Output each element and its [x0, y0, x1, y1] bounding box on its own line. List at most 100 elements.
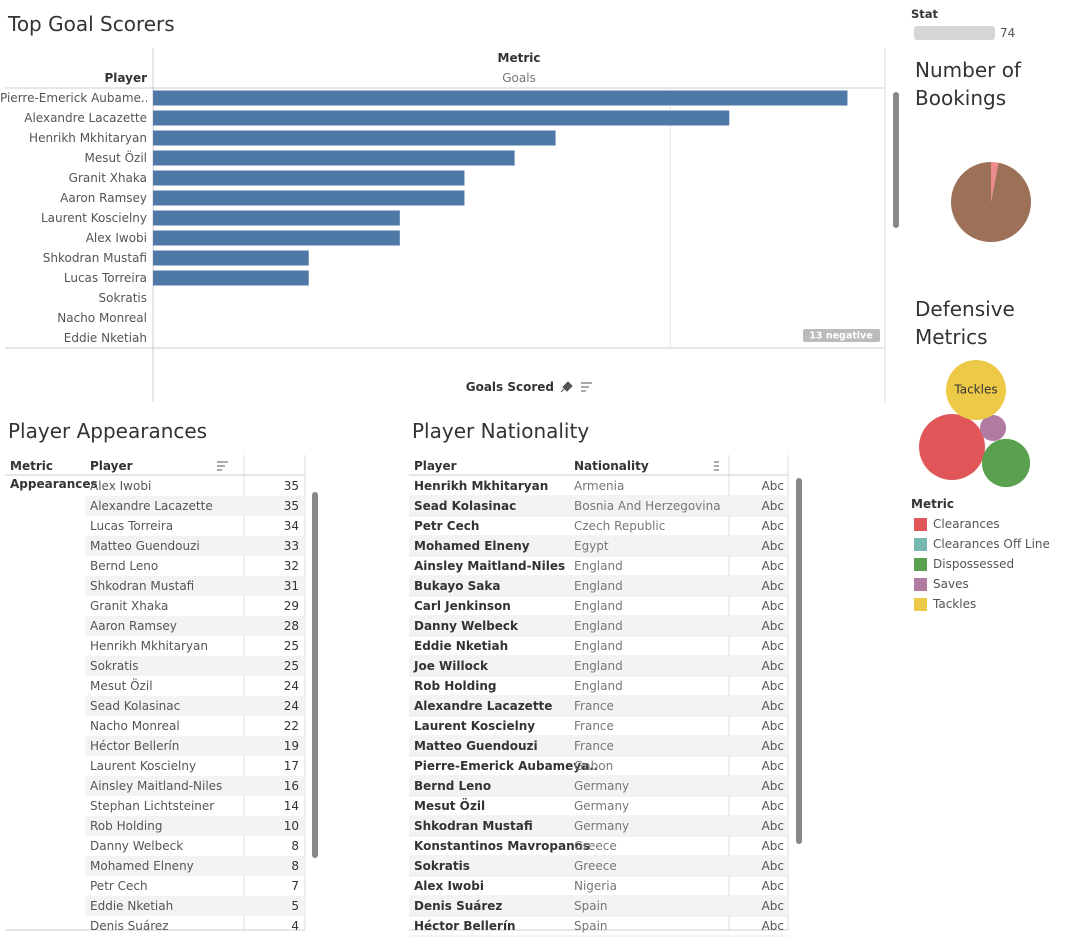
column-header: Player — [90, 459, 133, 473]
row-band — [85, 776, 305, 796]
player-name: Petr Cech — [414, 519, 480, 533]
appearance-count: 31 — [283, 579, 299, 593]
row-band — [85, 656, 305, 676]
player-name: Henrikh Mkhitaryan — [414, 479, 549, 493]
chart-title: Number of Bookings — [915, 58, 1021, 110]
appearance-count: 10 — [283, 819, 299, 833]
player-name: Joe Willock — [414, 659, 488, 673]
nationality: England — [574, 559, 623, 573]
placeholder: Abc — [761, 699, 784, 713]
row-band — [85, 896, 305, 916]
table-title: Player Nationality — [412, 419, 590, 443]
appearance-count: 28 — [283, 619, 299, 633]
appearance-count: 19 — [283, 739, 299, 753]
sort-icon[interactable] — [714, 461, 719, 471]
row-label: Henrikh Mkhitaryan — [29, 131, 147, 145]
sort-icon[interactable] — [581, 382, 592, 392]
appearance-count: 25 — [283, 659, 299, 673]
placeholder: Abc — [761, 679, 784, 693]
placeholder: Abc — [761, 899, 784, 913]
sort-icon[interactable] — [217, 461, 228, 471]
column-header: Metric — [497, 51, 541, 65]
column-header: Player — [414, 459, 457, 473]
player-name: Petr Cech — [90, 879, 148, 893]
row-header: Appearances — [10, 477, 98, 491]
placeholder: Abc — [761, 919, 784, 933]
row-band — [85, 816, 305, 836]
placeholder: Abc — [761, 559, 784, 573]
legend-swatch — [914, 558, 927, 571]
player-name: Shkodran Mustafi — [414, 819, 533, 833]
row-label: Granit Xhaka — [68, 171, 147, 185]
row-band — [409, 616, 788, 636]
placeholder: Abc — [761, 499, 784, 513]
bar — [153, 250, 309, 266]
player-name: Pierre-Emerick Aubameya.. — [414, 759, 599, 773]
placeholder: Abc — [761, 539, 784, 553]
nationality: Gabon — [574, 759, 614, 773]
scrollbar[interactable] — [312, 492, 318, 858]
legend-swatch — [914, 598, 927, 611]
legend-label: Clearances — [933, 517, 1000, 531]
appearance-count: 35 — [283, 479, 299, 493]
appearance-count: 29 — [283, 599, 299, 613]
nationality: England — [574, 619, 623, 633]
appearance-count: 8 — [291, 839, 299, 853]
row-band — [85, 536, 305, 556]
player-name: Bukayo Saka — [414, 579, 501, 593]
player-name: Danny Welbeck — [90, 839, 184, 853]
placeholder: Abc — [761, 599, 784, 613]
placeholder: Abc — [761, 659, 784, 673]
badge — [803, 329, 880, 342]
nationality: France — [574, 739, 614, 753]
row-label: Eddie Nketiah — [63, 331, 147, 345]
row-label: Pierre-Emerick Aubame.. — [0, 91, 147, 105]
player-name: Eddie Nketiah — [414, 639, 509, 653]
row-label: Laurent Koscielny — [40, 211, 147, 225]
placeholder: Abc — [761, 879, 784, 893]
pie-slice — [951, 162, 1031, 242]
player-name: Matteo Guendouzi — [414, 739, 538, 753]
player-name: Alex Iwobi — [90, 479, 152, 493]
row-band — [85, 856, 305, 876]
row-band — [85, 616, 305, 636]
placeholder: Abc — [761, 799, 784, 813]
player-name: Aaron Ramsey — [90, 619, 177, 633]
appearance-count: 7 — [291, 879, 299, 893]
appearance-count: 8 — [291, 859, 299, 873]
row-band — [409, 576, 788, 596]
nationality: Spain — [574, 899, 608, 913]
bar — [153, 270, 309, 286]
row-band — [409, 696, 788, 716]
nationality: Spain — [574, 919, 608, 933]
nationality: France — [574, 699, 614, 713]
bar — [153, 90, 848, 106]
player-name: Denis Suárez — [90, 919, 169, 933]
appearance-count: 22 — [283, 719, 299, 733]
nationality: Bosnia And Herzegovina — [574, 499, 721, 513]
nationality: Greece — [574, 859, 617, 873]
appearance-count: 24 — [283, 699, 299, 713]
player-name: Granit Xhaka — [90, 599, 169, 613]
legend-swatch — [914, 578, 927, 591]
placeholder: Abc — [761, 759, 784, 773]
scrollbar[interactable] — [893, 92, 899, 228]
stat-slider[interactable] — [914, 26, 995, 40]
pin-icon[interactable] — [560, 381, 573, 393]
nationality: England — [574, 679, 623, 693]
filter-value: 74 — [1000, 26, 1016, 40]
axis-title: Goals Scored — [465, 380, 554, 394]
player-name: Mohamed Elneny — [414, 539, 530, 553]
appearance-count: 24 — [283, 679, 299, 693]
player-name: Rob Holding — [414, 679, 497, 693]
scrollbar[interactable] — [796, 478, 802, 844]
placeholder: Abc — [761, 819, 784, 833]
row-header: Player — [104, 71, 147, 85]
player-name: Henrikh Mkhitaryan — [90, 639, 208, 653]
placeholder: Abc — [761, 779, 784, 793]
player-name: Héctor Bellerín — [90, 739, 180, 753]
player-name: Laurent Koscielny — [414, 719, 536, 733]
bar — [153, 110, 730, 126]
bar — [153, 230, 400, 246]
